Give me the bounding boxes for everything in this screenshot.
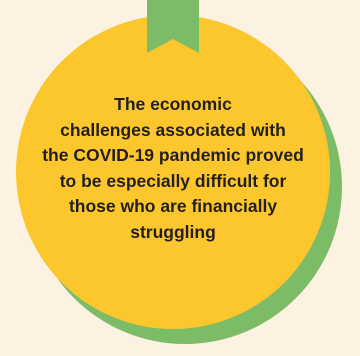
callout-line: The economic <box>114 94 232 114</box>
yellow-circle <box>16 15 330 329</box>
ribbon-shape <box>147 0 199 53</box>
callout-line: to be especially difficult for <box>59 170 287 191</box>
callout-line: struggling <box>130 221 216 242</box>
ribbon-bookmark-icon <box>147 0 199 53</box>
callout-text: The economic challenges associated with … <box>16 92 330 245</box>
callout-line: those who are financially <box>68 196 278 216</box>
callout-line: the COVID-19 pandemic proved <box>42 145 304 165</box>
callout-line: challenges associated with <box>60 119 286 140</box>
